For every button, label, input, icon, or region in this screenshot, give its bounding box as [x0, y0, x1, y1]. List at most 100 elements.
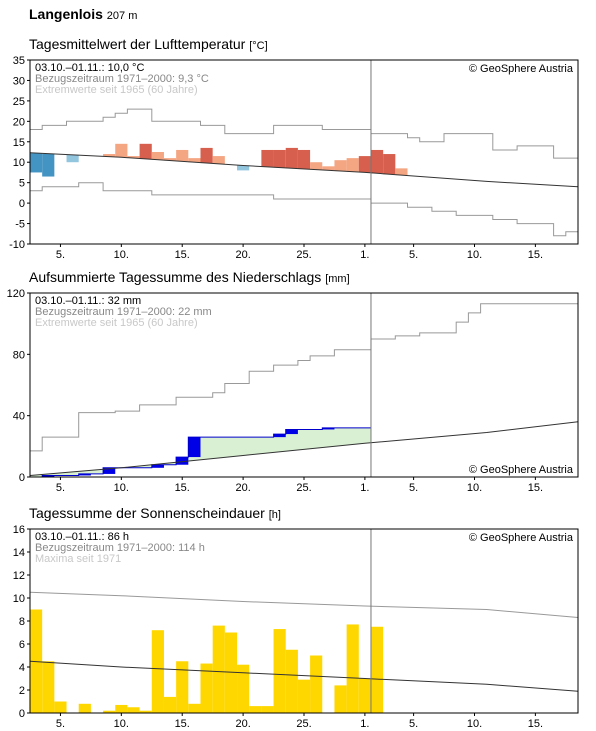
sun-daily-bar: [297, 679, 311, 713]
temp-anomaly-bar: [103, 154, 116, 157]
temp-anomaly-bar: [127, 156, 140, 159]
temp-anomaly-bar: [237, 165, 250, 171]
sun-plot-border: [29, 528, 579, 714]
precip-extreme-max-line: [30, 303, 578, 452]
precip-x-tick-label: 20.: [235, 482, 250, 494]
precipitation-title-text: Aufsummierte Tagessumme des Niederschlag…: [29, 269, 322, 285]
temp-anomaly-bar: [261, 149, 274, 167]
sun-daily-bar: [212, 625, 225, 713]
precip-copyright: © GeoSphere Austria: [469, 464, 574, 476]
precip-legend-0: 03.10.–01.11.: 32 mm: [35, 295, 141, 307]
precipitation-title: Aufsummierte Tagessumme des Niederschlag…: [29, 269, 350, 285]
precip-daily-bar: [273, 434, 286, 438]
precip-y-tick-label: 40: [13, 411, 25, 423]
temp-x-tick-label: 1.: [360, 249, 369, 261]
sun-y-tick-label: 0: [19, 708, 25, 720]
sun-x-tick-label: 10.: [467, 718, 482, 730]
sun-daily-bar: [151, 630, 164, 713]
sun-daily-bar: [176, 661, 189, 713]
temp-x-tick-label: 10.: [467, 249, 482, 261]
temp-y-tick-label: 20: [13, 116, 25, 128]
precip-y-tick-label: 0: [19, 472, 25, 484]
precip-x-tick-label: 1.: [360, 482, 369, 494]
sun-daily-bar: [249, 706, 262, 713]
sun-legend-2: Maxima seit 1971: [35, 553, 121, 565]
temp-x-tick-label: 25.: [296, 249, 311, 261]
temp-anomaly-bar: [285, 147, 298, 169]
temp-x-tick-label: 20.: [235, 249, 250, 261]
precipitation-chart: 0 40 80 120 5. 10. 15. 20. 25. 1. 5. 10. 15. 03.10.–0…: [7, 288, 579, 494]
precip-cumulative-line: [30, 427, 371, 478]
precip-daily-bar: [151, 464, 164, 468]
temp-x-tick-label: 5.: [409, 249, 418, 261]
sun-daily-bar: [139, 710, 152, 713]
sun-daily-bar: [54, 701, 67, 713]
temp-copyright: © GeoSphere Austria: [469, 63, 574, 75]
temperature-chart: -10 -5 0 5 10 15 20 25 30 35 5. 10. 15. 20. 25. 1. 5. 10.…: [9, 55, 579, 261]
precip-daily-bar: [103, 467, 116, 474]
sun-maxima-line: [29, 591, 579, 618]
precip-x-tick-label: 5.: [56, 482, 65, 494]
temp-anomaly-bar: [383, 154, 396, 175]
sun-daily-bar: [200, 663, 213, 713]
sun-legend-1: Bezugszeitraum 1971–2000: 114 h: [35, 542, 205, 554]
sun-legend-0: 03.10.–01.11.: 86 h: [35, 531, 129, 543]
temp-legend-0: 03.10.–01.11.: 10,0 °C: [35, 62, 144, 74]
temp-y-tick-label: 35: [13, 55, 25, 67]
sun-x-tick-label: 10.: [114, 718, 129, 730]
temp-anomaly-bar: [358, 156, 371, 173]
precip-x-tick-label: 10.: [114, 482, 129, 494]
sun-y-tick-label: 10: [13, 593, 25, 605]
sun-y-tick-label: 6: [19, 639, 25, 651]
station-name: Langenlois: [29, 6, 103, 22]
temp-y-tick-label: -5: [15, 219, 25, 231]
temp-x-tick-label: 15.: [175, 249, 190, 261]
temp-anomaly-bar: [297, 149, 311, 169]
sun-x-tick-label: 25.: [296, 718, 311, 730]
precip-x-tick-label: 15.: [528, 482, 543, 494]
sun-daily-bar: [285, 649, 298, 713]
sun-daily-bar: [163, 696, 177, 713]
precip-x-tick-label: 10.: [467, 482, 482, 494]
sun-x-tick-label: 1.: [360, 718, 369, 730]
temp-anomaly-bar: [212, 156, 225, 164]
sun-daily-bar: [224, 632, 238, 713]
sun-y-tick-label: 12: [13, 570, 25, 582]
station-header: Langenlois 207 m: [29, 6, 137, 22]
sunshine-chart: 0 2 4 6 8 10 12 14 16 5. 10. 15. 20. 25. 1. 5. 10. 15. 03.…: [13, 524, 579, 730]
temp-anomaly-bar: [176, 149, 189, 162]
precip-daily-bar: [188, 437, 201, 458]
precip-legend-2: Extremwerte seit 1965 (60 Jahre): [35, 317, 198, 329]
sun-daily-bar: [370, 626, 384, 713]
precip-x-tick-label: 25.: [296, 482, 311, 494]
temp-extreme-max-line: [30, 108, 578, 159]
temp-anomaly-bar: [66, 154, 79, 163]
sun-x-tick-label: 5.: [56, 718, 65, 730]
temp-y-tick-label: -10: [9, 239, 25, 251]
temp-anomaly-bar: [30, 153, 43, 173]
temp-y-tick-label: 5: [19, 178, 25, 190]
sun-daily-bar: [334, 685, 347, 713]
temp-anomaly-bar: [310, 162, 323, 170]
sun-x-tick-label: 5.: [409, 718, 418, 730]
precip-daily-bar: [42, 475, 55, 477]
sun-daily-bar: [310, 655, 323, 713]
temperature-unit: [°C]: [249, 40, 268, 52]
precip-y-tick-label: 120: [7, 288, 25, 300]
sun-daily-bar: [103, 710, 116, 713]
sun-daily-bar: [273, 629, 286, 713]
sun-x-tick-label: 20.: [235, 718, 250, 730]
sun-x-tick-label: 15.: [175, 718, 190, 730]
temp-anomaly-bar: [115, 143, 128, 158]
temp-climate-mean-line: [29, 152, 579, 188]
precip-x-tick-label: 5.: [409, 482, 418, 494]
sunshine-title: Tagessumme der Sonnenscheindauer [h]: [29, 505, 281, 521]
precip-daily-bar: [322, 427, 335, 430]
sun-y-tick-label: 8: [19, 616, 25, 628]
sun-daily-bar: [358, 678, 371, 713]
temp-anomaly-bar: [370, 149, 384, 174]
sun-y-tick-label: 16: [13, 524, 25, 536]
temp-anomaly-bar: [42, 153, 55, 177]
temp-anomaly-bar: [322, 166, 335, 171]
temp-x-tick-label: 5.: [56, 249, 65, 261]
